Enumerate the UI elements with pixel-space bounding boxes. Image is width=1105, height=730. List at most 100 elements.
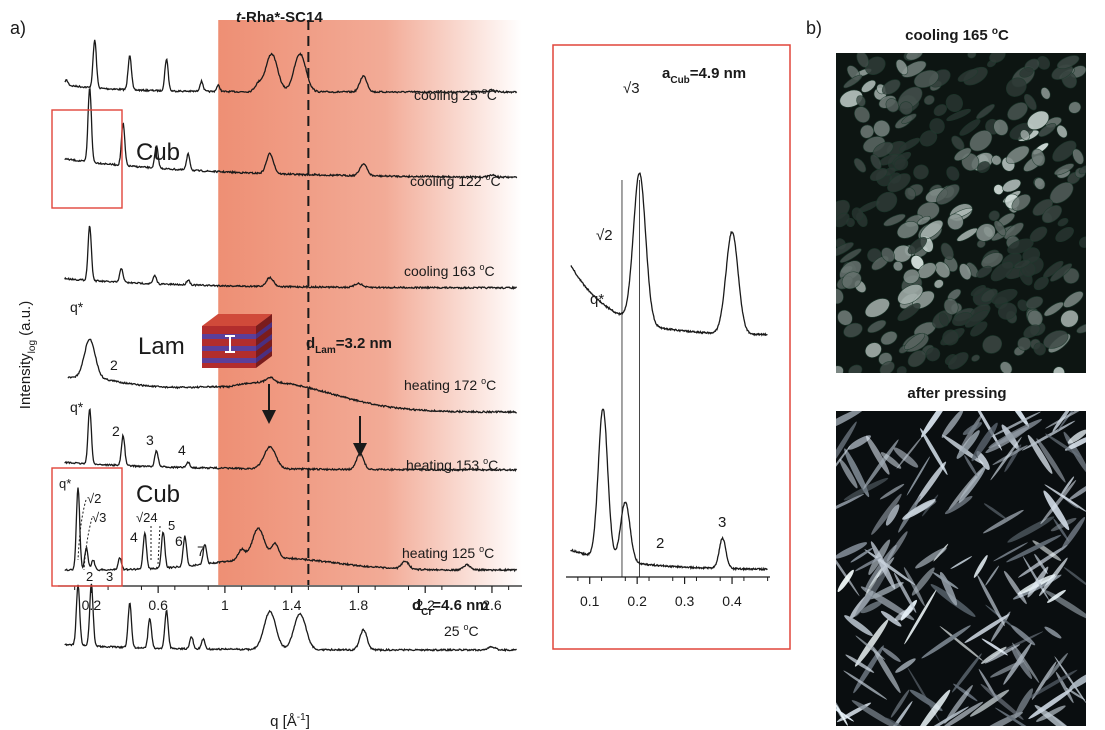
micro-streak — [994, 707, 1043, 726]
svg-text:√3: √3 — [92, 510, 106, 525]
micro-grain — [989, 53, 1006, 63]
micro-streak — [920, 428, 948, 476]
svg-text:√24: √24 — [136, 510, 158, 525]
svg-text:3: 3 — [146, 432, 154, 448]
micro-grain — [843, 74, 863, 89]
micro-streak — [921, 411, 950, 438]
micro-grain — [865, 56, 886, 76]
micro-streak — [921, 625, 971, 659]
micro-grain — [970, 284, 986, 297]
micro-grain — [1038, 122, 1057, 137]
micro-grain — [904, 332, 926, 350]
series-label: heating 153 oC — [406, 456, 498, 473]
x-tick-label: 1.4 — [282, 597, 302, 613]
micro-streak — [941, 701, 984, 726]
micrograph-bottom — [836, 411, 1086, 726]
micro-grain — [913, 69, 939, 88]
svg-text:4: 4 — [130, 529, 138, 545]
micro-grain — [1002, 178, 1022, 193]
micro-grain — [873, 120, 891, 138]
arrow-down-icon — [353, 416, 367, 457]
micro-streak — [1061, 517, 1086, 551]
micro-streak — [894, 607, 914, 621]
micro-streak — [881, 646, 901, 663]
lamellar-stack-icon — [202, 314, 272, 368]
micro-grain — [1043, 301, 1064, 317]
micro-grain — [836, 288, 844, 305]
micro-streak — [1060, 476, 1075, 496]
micro-grain — [969, 130, 993, 152]
micro-streak — [915, 547, 947, 569]
micro-grain — [1027, 110, 1050, 130]
micro-grain — [990, 261, 1014, 282]
micro-grain — [936, 184, 960, 205]
phase-label-cub-lower: Cub — [136, 481, 180, 508]
micro-grain — [861, 79, 877, 93]
micro-grain — [993, 119, 1009, 136]
svg-text:7: 7 — [197, 543, 205, 559]
micro-streak — [1003, 570, 1027, 605]
micro-grain — [929, 118, 945, 134]
micro-grain — [1052, 140, 1077, 162]
micro-grain — [946, 108, 971, 122]
micro-grain — [1031, 148, 1046, 167]
cub-region-box-upper — [51, 109, 123, 209]
micro-grain — [933, 279, 944, 289]
micro-grain — [976, 265, 993, 279]
micro-streak — [990, 660, 1025, 678]
micrograph-title-bottom: after pressing — [907, 385, 1006, 402]
micro-streak — [917, 689, 951, 726]
micro-streak — [850, 547, 873, 563]
micro-streak — [836, 543, 860, 597]
micro-streak — [1011, 625, 1036, 646]
micro-streak — [854, 619, 889, 667]
micro-streak — [1012, 642, 1040, 683]
micro-streak — [932, 571, 959, 589]
micro-streak — [983, 509, 1024, 534]
svg-text:4: 4 — [178, 442, 186, 458]
inset-x-tick-label: 0.4 — [722, 593, 742, 609]
series-line — [64, 408, 518, 473]
panel-label-b: b) — [806, 18, 822, 38]
d-cr-annotation: dCr=4.6 nm — [412, 597, 489, 618]
micro-streak — [962, 422, 983, 436]
micro-streak — [1053, 518, 1070, 542]
micro-grain — [901, 60, 927, 78]
micro-grain — [1011, 194, 1031, 212]
micro-grain — [880, 331, 898, 346]
micro-grain — [991, 155, 1002, 166]
micro-grain — [856, 95, 866, 107]
x-axis-label: q [Å-1] — [270, 712, 310, 730]
micro-grain — [991, 288, 1018, 305]
micro-streak — [1044, 626, 1062, 639]
micro-streak — [1028, 688, 1073, 720]
micro-streak — [839, 458, 858, 489]
micro-grain — [836, 365, 844, 373]
micro-grain — [934, 261, 951, 279]
micro-grain — [940, 242, 954, 261]
inset-x-tick-label: 0.2 — [627, 593, 647, 609]
micro-grain — [938, 312, 949, 327]
micro-grain — [1019, 129, 1030, 141]
micro-streak — [980, 683, 1024, 720]
series-line — [64, 88, 518, 180]
micro-streak — [958, 466, 986, 503]
micro-grain — [896, 366, 907, 373]
micro-grain — [905, 53, 924, 61]
chart-title-italic: t — [236, 9, 242, 26]
micro-grain — [975, 223, 996, 242]
micro-grain — [867, 319, 887, 334]
micro-streak — [1069, 670, 1086, 690]
micro-grain — [881, 247, 895, 263]
micro-grain — [887, 173, 911, 193]
arrow-down-icon — [262, 384, 276, 424]
micro-grain — [1041, 205, 1062, 224]
svg-text:2: 2 — [656, 535, 664, 552]
micro-grain — [1017, 336, 1032, 351]
micro-grain — [851, 207, 864, 221]
micro-grain — [1057, 218, 1069, 227]
micro-streak — [1045, 411, 1086, 429]
micro-grain — [869, 167, 888, 182]
micro-streak — [981, 646, 1007, 664]
micro-streak — [836, 411, 865, 433]
